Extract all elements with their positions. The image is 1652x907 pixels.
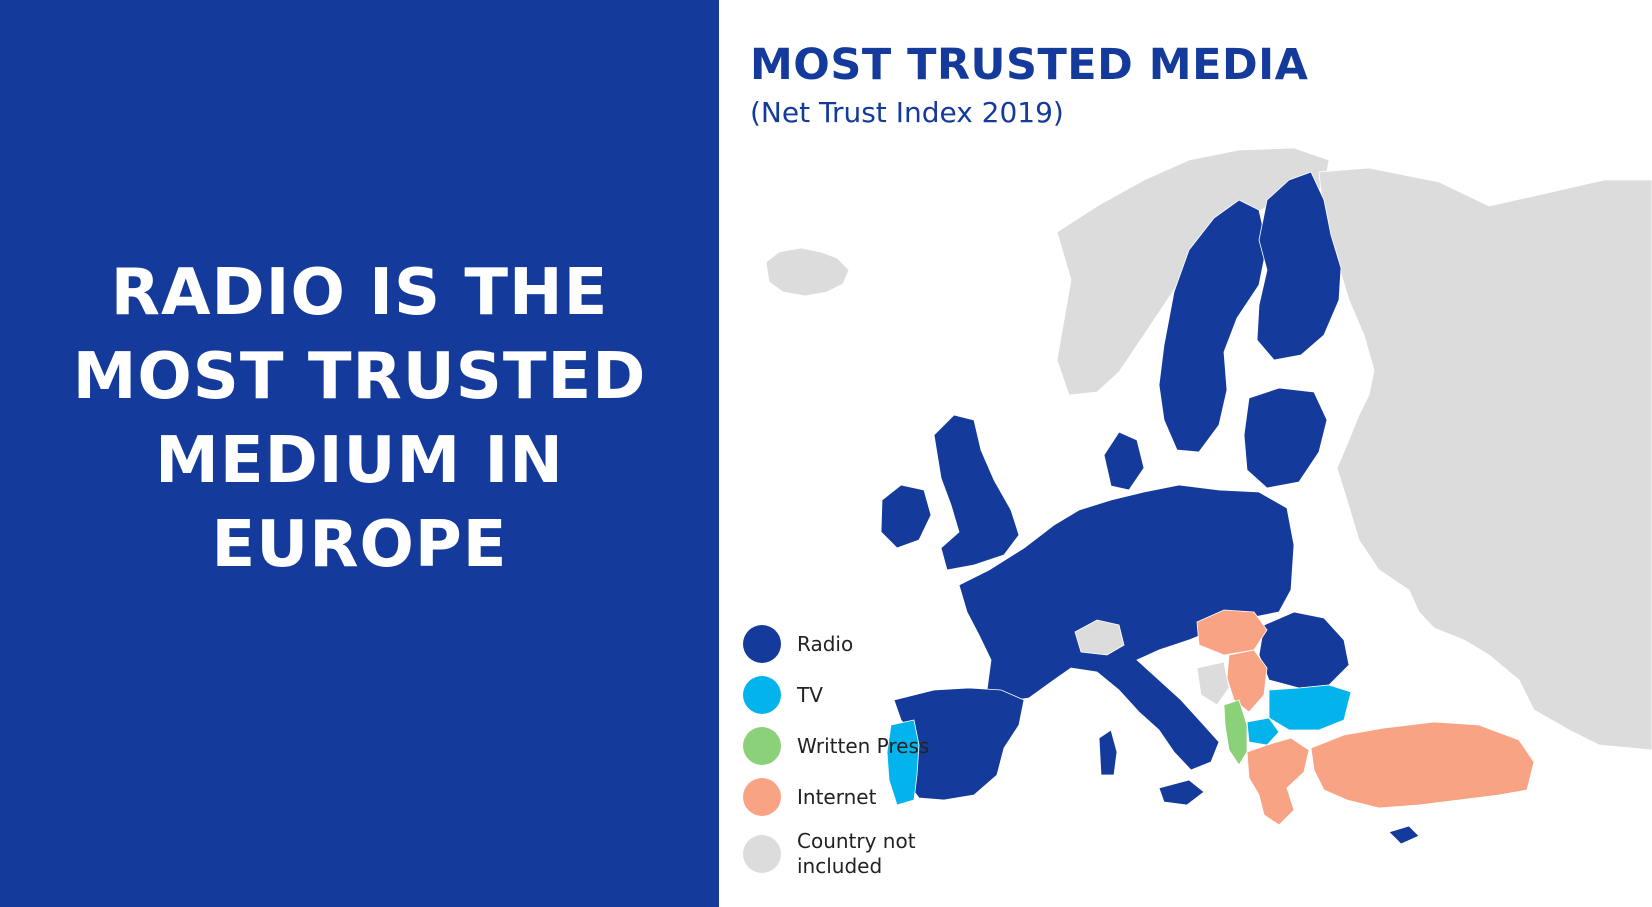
region-cyprus	[1388, 825, 1420, 845]
region-finland	[1256, 171, 1342, 361]
region-bulgaria	[1268, 684, 1352, 731]
region-macedonia	[1246, 717, 1280, 746]
region-albania	[1223, 699, 1248, 766]
region-portugal	[886, 719, 920, 806]
left-panel: RADIO IS THE MOST TRUSTED MEDIUM IN EURO…	[0, 0, 719, 907]
legend-label: TV	[797, 682, 823, 707]
legend-item-written-press: Written Press	[743, 727, 963, 765]
legend-label: Radio	[797, 631, 854, 656]
headline-line: EUROPE	[211, 507, 508, 582]
legend-swatch	[743, 835, 781, 873]
legend-item-tv: TV	[743, 676, 963, 714]
region-russia	[1318, 167, 1652, 751]
region-baltics	[1243, 387, 1328, 489]
map-legend: Radio TV Written Press Internet Country …	[743, 625, 963, 892]
legend-label: Internet	[797, 784, 877, 809]
legend-swatch	[743, 676, 781, 714]
region-iceland	[765, 247, 850, 297]
region-bosnia	[1196, 661, 1230, 706]
region-sardinia	[1098, 729, 1118, 776]
headline-line: RADIO IS THE	[110, 255, 609, 330]
region-romania	[1258, 611, 1350, 689]
region-ireland	[880, 484, 932, 549]
region-greece	[1246, 737, 1310, 826]
legend-item-not-included: Country not included	[743, 829, 963, 879]
region-switzerland	[1074, 619, 1125, 656]
region-sweden	[1158, 199, 1268, 453]
headline-line: MOST TRUSTED	[72, 339, 647, 414]
map-panel: MOST TRUSTED MEDIA (Net Trust Index 2019…	[719, 0, 1652, 907]
legend-swatch	[743, 727, 781, 765]
region-sicily	[1158, 779, 1205, 806]
headline: RADIO IS THE MOST TRUSTED MEDIUM IN EURO…	[40, 251, 680, 587]
region-hungary	[1196, 609, 1268, 656]
legend-swatch	[743, 778, 781, 816]
region-turkey	[1310, 721, 1535, 809]
region-uk	[933, 414, 1020, 571]
legend-swatch	[743, 625, 781, 663]
legend-item-internet: Internet	[743, 778, 963, 816]
map-title: MOST TRUSTED MEDIA	[750, 40, 1309, 90]
region-continental-radio	[958, 484, 1295, 771]
region-denmark	[1103, 431, 1145, 491]
legend-label: Country not included	[797, 829, 916, 878]
map-subtitle: (Net Trust Index 2019)	[750, 96, 1064, 129]
europe-map	[765, 147, 1652, 845]
headline-line: MEDIUM IN	[155, 423, 564, 498]
legend-label: Written Press	[797, 733, 930, 758]
legend-item-radio: Radio	[743, 625, 963, 663]
